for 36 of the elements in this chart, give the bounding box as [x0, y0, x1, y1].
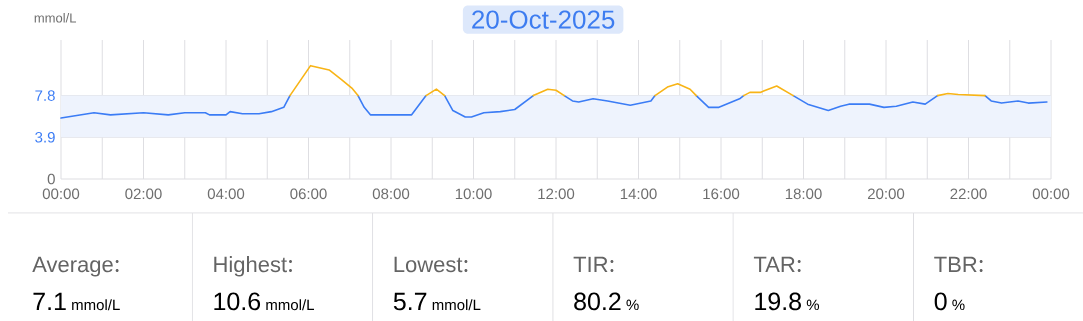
data-label: 7.1: [33, 292, 66, 310]
category-label: Lowest: [394, 256, 463, 273]
data-label: 19.8: [755, 292, 801, 311]
x-tick-label: 00:00: [1032, 188, 1070, 200]
y-tick-label: 3.9: [35, 131, 55, 143]
text: %: [626, 299, 639, 311]
x-tick-label: 10:00: [455, 188, 492, 200]
category-label: TIR: [573, 256, 608, 272]
category-label: TBR: [934, 256, 977, 272]
x-tick-label: 00:00: [42, 188, 80, 200]
x-tick-label: 12:00: [538, 188, 575, 200]
text: mmol/L: [266, 299, 314, 311]
data-label: 0: [934, 292, 947, 311]
y-axis-title: mmol/L: [34, 13, 77, 23]
x-tick-label: 02:00: [125, 188, 162, 200]
text: mmol/L: [72, 299, 120, 311]
x-tick-label: 04:00: [207, 188, 245, 200]
text: mmol/L: [432, 299, 481, 311]
x-tick-label: 08:00: [372, 188, 410, 200]
chart-title: 20-Oct-2025: [472, 10, 615, 29]
category-label: Average: [32, 256, 113, 277]
x-tick-label: 16:00: [703, 188, 740, 200]
text: %: [806, 299, 820, 311]
category-label: Highest: [214, 256, 287, 277]
y-tick-label: 7.8: [35, 90, 55, 101]
data-label: 5.7: [393, 292, 427, 311]
x-tick-label: 18:00: [785, 188, 822, 200]
category-label: TAR: [753, 256, 795, 272]
data-label: 80.2: [574, 292, 621, 311]
text: %: [952, 299, 965, 311]
x-tick-label: 06:00: [290, 188, 327, 200]
x-tick-label: 20:00: [868, 188, 905, 200]
y-tick-label: 0: [47, 173, 55, 185]
x-tick-label: 14:00: [620, 188, 657, 200]
data-label: 10.6: [214, 292, 261, 311]
x-tick-label: 22:00: [950, 188, 987, 200]
